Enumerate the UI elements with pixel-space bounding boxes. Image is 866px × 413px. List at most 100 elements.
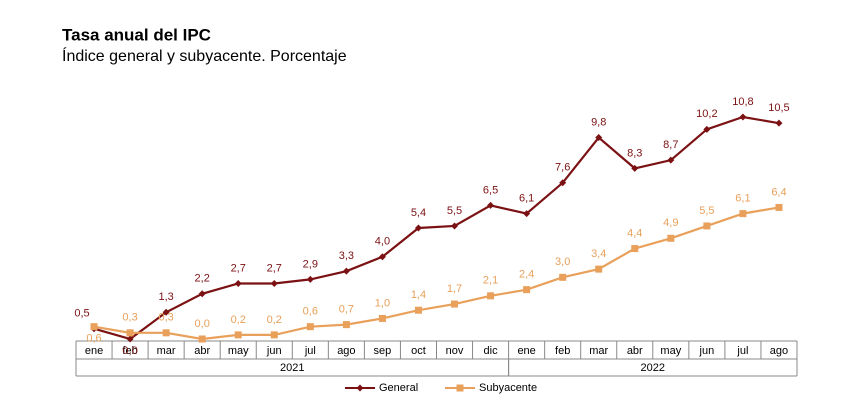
point — [631, 245, 639, 253]
value-label: 0,2 — [231, 314, 246, 326]
point — [631, 164, 639, 172]
value-label: 5,5 — [699, 205, 714, 217]
legend-marker — [456, 384, 464, 392]
point — [487, 292, 495, 300]
legend-label: General — [379, 382, 418, 394]
chart-subtitle: Índice general y subyacente. Porcentaje — [62, 46, 347, 65]
x-tick-label: jul — [304, 345, 316, 357]
x-tick-label: jun — [266, 345, 282, 357]
point — [559, 179, 567, 187]
value-label: 0,6 — [303, 306, 318, 318]
x-tick-label: may — [228, 345, 249, 357]
value-label: 0,3 — [158, 312, 173, 324]
x-tick-label: ago — [770, 345, 788, 357]
value-label: 6,4 — [771, 186, 786, 198]
point — [703, 222, 711, 230]
chart-title: Tasa anual del IPC — [62, 25, 211, 44]
value-label: 5,4 — [411, 207, 426, 219]
value-label: 7,6 — [555, 162, 570, 174]
series-line — [93, 206, 780, 341]
point — [667, 156, 675, 164]
point — [126, 329, 134, 337]
value-label: 4,0 — [375, 236, 390, 248]
point — [595, 134, 603, 142]
group-label: 2022 — [641, 362, 665, 374]
x-tick-label: oct — [411, 345, 426, 357]
point — [775, 203, 783, 211]
point — [775, 119, 783, 127]
point — [126, 335, 134, 343]
x-tick-label: feb — [555, 345, 570, 357]
value-label: 0,0 — [195, 318, 210, 330]
point — [559, 273, 567, 281]
x-tick-label: sep — [374, 345, 392, 357]
value-label: 6,5 — [483, 184, 498, 196]
point — [523, 210, 531, 218]
value-label: 8,3 — [627, 147, 642, 159]
point — [739, 210, 747, 218]
legend-label: Subyacente — [479, 382, 537, 394]
series-line — [93, 115, 780, 341]
x-tick-label: mar — [589, 345, 608, 357]
point — [234, 280, 242, 287]
value-label: 1,4 — [411, 289, 426, 301]
value-label: 10,8 — [732, 96, 753, 108]
point — [595, 265, 603, 273]
value-label: 5,5 — [447, 205, 462, 217]
value-label: 0,6 — [86, 333, 101, 345]
point — [270, 280, 278, 287]
x-tick-label: dic — [484, 345, 499, 357]
point — [90, 323, 98, 331]
point — [162, 329, 170, 337]
point — [523, 286, 531, 294]
value-label: 6,1 — [735, 193, 750, 205]
point — [234, 331, 242, 339]
point — [378, 314, 386, 322]
x-tick-label: may — [660, 345, 681, 357]
group-label: 2021 — [280, 362, 304, 374]
point — [162, 308, 170, 316]
value-label: 6,1 — [519, 193, 534, 205]
point — [451, 222, 459, 230]
value-label: 3,3 — [339, 250, 354, 262]
point — [414, 306, 422, 314]
point — [739, 113, 747, 121]
value-label: 4,4 — [627, 227, 642, 239]
point — [198, 290, 206, 298]
point — [487, 201, 495, 209]
x-tick-label: nov — [446, 345, 464, 357]
legend-marker — [356, 384, 364, 392]
value-label: 0,3 — [122, 312, 137, 324]
value-label: 2,9 — [303, 258, 318, 270]
value-label: 0,7 — [339, 304, 354, 316]
value-label: 2,2 — [195, 273, 210, 285]
value-label: 2,1 — [483, 275, 498, 287]
x-tick-label: jul — [736, 345, 748, 357]
value-label: 0,2 — [267, 314, 282, 326]
value-label: 1,0 — [375, 297, 390, 309]
point — [667, 234, 675, 242]
x-tick-label: feb — [122, 345, 137, 357]
value-label: 0,0 — [122, 345, 137, 357]
point — [378, 253, 386, 261]
x-tick-label: ene — [85, 345, 103, 357]
value-label: 1,3 — [158, 291, 173, 303]
x-tick-label: jun — [699, 345, 715, 357]
point — [342, 321, 350, 329]
value-label: 2,7 — [231, 262, 246, 274]
value-label: 2,7 — [267, 262, 282, 274]
x-tick-label: mar — [157, 345, 176, 357]
value-label: 10,5 — [768, 102, 789, 114]
point — [270, 331, 278, 339]
value-label: 3,0 — [555, 256, 570, 268]
point — [342, 267, 350, 275]
point — [198, 335, 206, 343]
point — [306, 275, 314, 283]
value-label: 0,5 — [74, 308, 89, 320]
x-tick-label: abr — [627, 345, 643, 357]
value-label: 2,4 — [519, 269, 534, 281]
point — [306, 323, 314, 331]
value-label: 8,7 — [663, 139, 678, 151]
value-label: 4,9 — [663, 217, 678, 229]
